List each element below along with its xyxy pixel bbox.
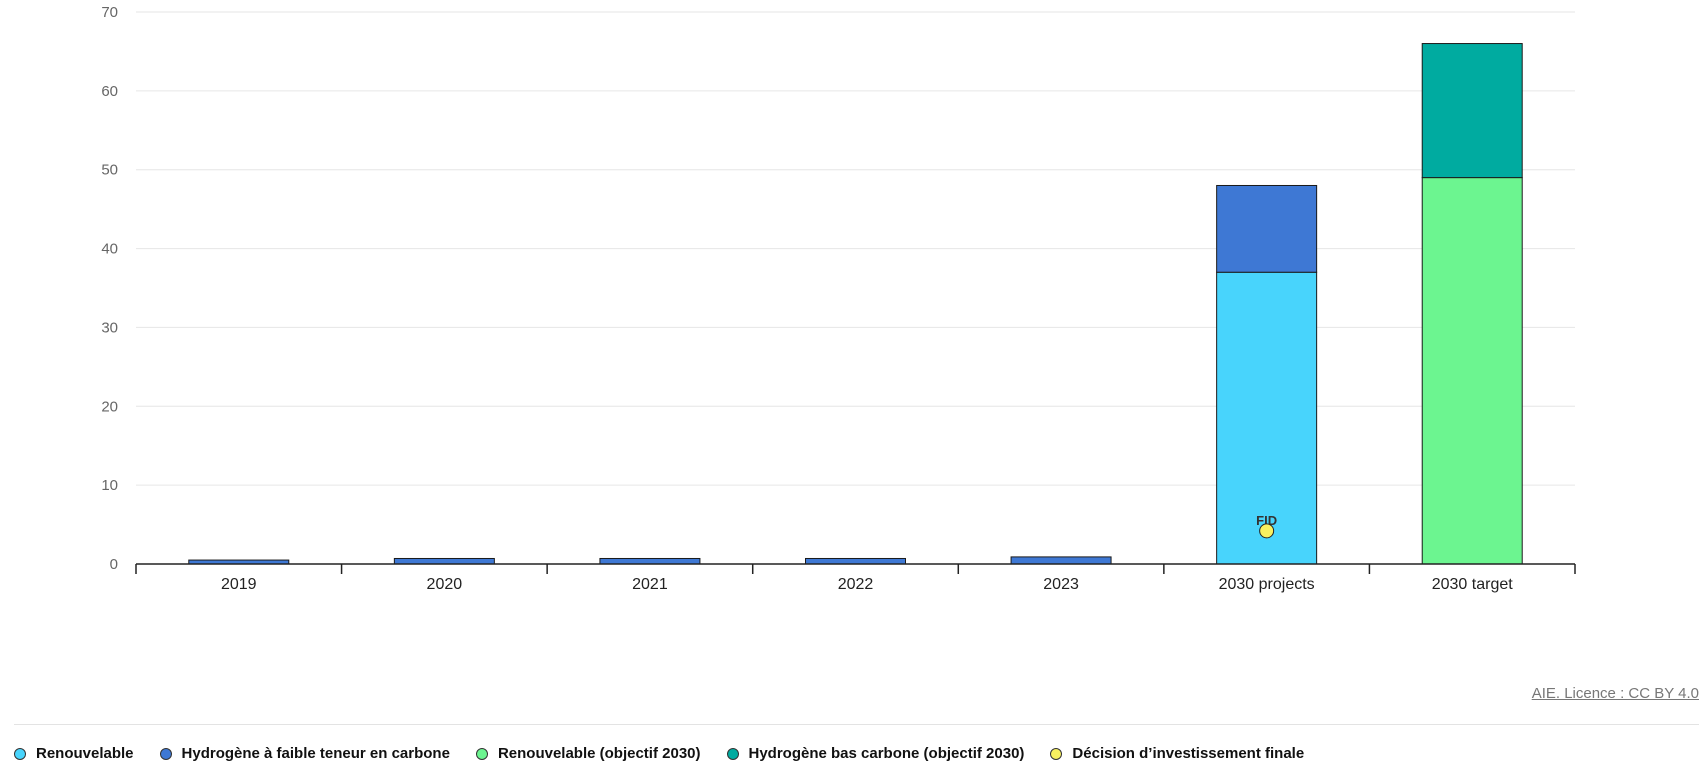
y-tick-label: 70 [101, 4, 118, 21]
bar-segment [1421, 43, 1523, 179]
bar-segment [1216, 184, 1318, 273]
fid-label: FID [1256, 513, 1277, 528]
legend-swatch-renewable [14, 747, 26, 760]
y-tick-label: 30 [101, 319, 118, 336]
x-tick-label: 2022 [838, 576, 874, 593]
y-tick-label: 10 [101, 477, 118, 494]
legend-label: Renouvelable [36, 745, 134, 762]
fid-point [1259, 523, 1275, 539]
bar-segment [805, 557, 906, 565]
legend-item-renewable[interactable]: Renouvelable [14, 745, 134, 762]
bar-segment [1010, 556, 1112, 565]
bar-segment [1421, 177, 1523, 565]
x-tick-label: 2030 projects [1219, 576, 1315, 593]
credit-link[interactable]: AIE. Licence : CC BY 4.0 [1531, 685, 1699, 702]
legend-label: Hydrogène bas carbone (objectif 2030) [748, 745, 1025, 762]
legend-item-low-carbon[interactable]: Hydrogène à faible teneur en carbone [159, 745, 450, 762]
legend-item-low-carbon-target[interactable]: Hydrogène bas carbone (objectif 2030) [726, 745, 1025, 762]
legend-label: Hydrogène à faible teneur en carbone [181, 745, 450, 762]
x-tick-label: 2020 [427, 576, 463, 593]
legend-swatch-fid [1050, 747, 1063, 760]
legend: Renouvelable Hydrogène à faible teneur e… [14, 745, 1330, 762]
legend-item-renewable-target[interactable]: Renouvelable (objectif 2030) [475, 745, 701, 762]
y-tick-label: 60 [101, 83, 118, 100]
y-tick-label: 50 [101, 162, 118, 179]
bar-segment [393, 557, 495, 565]
legend-divider [14, 724, 1699, 725]
legend-item-fid[interactable]: Décision d’investissement finale [1050, 745, 1304, 762]
x-tick-label: 2019 [221, 576, 257, 593]
bar-segment [599, 557, 701, 565]
legend-swatch-low-carbon-target [726, 747, 739, 760]
chart: 0 10 20 30 40 50 60 70 2019 2020 2021 2022 2023 2030 … [101, 4, 1576, 593]
y-tick-label: 0 [110, 556, 118, 573]
legend-label: Renouvelable (objectif 2030) [497, 745, 701, 762]
x-tick-label: 2030 target [1432, 576, 1514, 593]
legend-label: Décision d’investissement finale [1072, 745, 1305, 762]
x-tick-label: 2021 [632, 576, 668, 593]
legend-swatch-low-carbon [159, 747, 172, 760]
x-tick-label: 2023 [1043, 576, 1079, 593]
legend-swatch-renewable-target [475, 747, 488, 760]
y-tick-label: 40 [101, 241, 118, 258]
y-tick-label: 20 [101, 398, 118, 415]
